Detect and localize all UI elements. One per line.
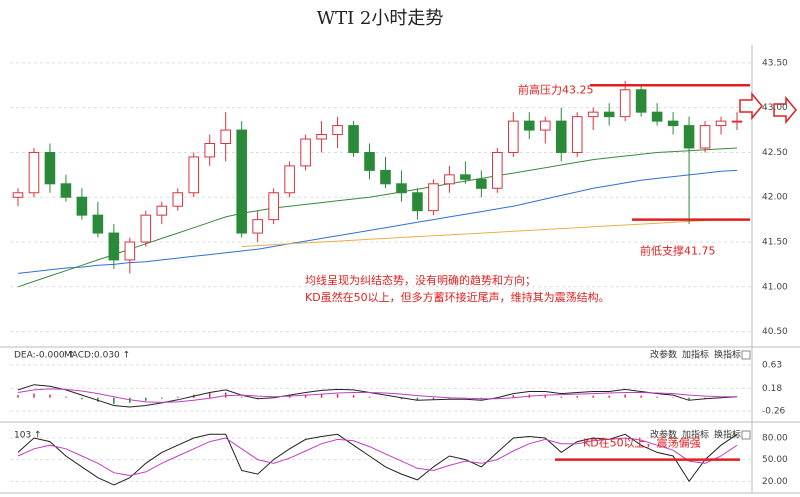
candle-body [603, 111, 615, 118]
panel-control[interactable]: 加指标 [682, 349, 709, 361]
candle-body [300, 138, 311, 167]
candle-body [492, 151, 503, 189]
panel-header: DEA:-0.000 ↑ [14, 351, 75, 361]
candle-body [444, 174, 455, 185]
candle-body [476, 178, 487, 189]
candle-body [108, 232, 120, 261]
candle-body [524, 120, 535, 131]
y-tick-label: 43.00 [762, 103, 788, 113]
panel-control[interactable]: 改参数 [650, 429, 677, 441]
candle-body [428, 183, 439, 212]
y-tick-label: 41.50 [762, 238, 788, 248]
candle-body [332, 125, 343, 136]
candle-body [172, 192, 184, 207]
candle-body [715, 120, 727, 127]
y-tick-label: 42.50 [762, 148, 788, 158]
candle-body [188, 156, 200, 194]
candle-body [380, 169, 391, 185]
chart-title: WTI 2小时走势 [317, 8, 444, 29]
candle-body [268, 192, 279, 221]
panel-control[interactable]: 改参数 [650, 349, 677, 361]
candle-body [539, 120, 551, 131]
candle-body [140, 214, 152, 243]
candle-body [396, 183, 407, 194]
panel-control[interactable]: 换指标 [714, 349, 741, 361]
candle-body [28, 151, 40, 194]
annotation: 前高压力43.25 [518, 82, 594, 96]
indicator-line [17, 433, 738, 486]
arrow-icon [739, 91, 763, 121]
candle-body [348, 125, 359, 153]
indicator-line [17, 437, 738, 477]
candle-body [683, 125, 695, 149]
candle-body [731, 120, 743, 123]
candle-body [12, 192, 24, 198]
candle-body [555, 120, 567, 153]
candle-body [252, 219, 263, 234]
candle-body [220, 129, 231, 145]
y-tick-label: 43.50 [762, 58, 788, 68]
panel-control[interactable]: 换指标 [714, 429, 741, 441]
candle-body [44, 151, 56, 185]
panel-header: 103 ↑ [14, 431, 42, 441]
close-button[interactable] [741, 350, 751, 360]
candle-body [204, 143, 216, 158]
annotation: 前低支撑41.75 [640, 244, 716, 258]
candle-body [316, 134, 327, 140]
candle-body [236, 129, 247, 234]
candle-body [76, 196, 88, 216]
close-button[interactable] [741, 430, 751, 440]
candle-body [571, 116, 583, 153]
y-tick-label: 40.50 [762, 327, 788, 337]
y-tick-label: 0.63 [762, 361, 782, 371]
candle-body [60, 183, 72, 198]
y-tick-label: 41.00 [762, 282, 788, 292]
y-tick-label: -0.26 [762, 407, 786, 417]
candle-body [364, 151, 375, 171]
candle-body [284, 165, 295, 194]
indicator-line [17, 384, 738, 408]
annotation-note: KD虽然在50以上，但多方蓄环接近尾声，维持其为震荡结构。 [305, 290, 610, 304]
panel-header: MACD:0.030 ↑ [64, 351, 130, 361]
candle-body [92, 214, 104, 234]
y-tick-label: 80.00 [762, 433, 788, 443]
candle-body [156, 205, 168, 216]
indicator-line [17, 169, 738, 274]
panel-control[interactable]: 加指标 [682, 429, 709, 441]
candle-body [635, 89, 647, 113]
indicator-line [241, 218, 738, 247]
candle-body [699, 125, 711, 149]
candle-body [619, 89, 631, 118]
y-tick-label: 0.18 [762, 384, 782, 394]
candle-body [124, 241, 136, 261]
indicator-line [17, 147, 738, 288]
annotation-note: 均线呈现为纠结态势，没有明确的趋势和方向； [305, 273, 536, 287]
indicator-line [17, 388, 737, 403]
candle-body [508, 120, 519, 153]
candle-body [587, 111, 599, 118]
y-tick-label: 42.00 [762, 193, 788, 203]
arrow-icon [773, 95, 797, 125]
annotation: KD在50以上，震荡偏强 [583, 436, 701, 450]
y-tick-label: 50.00 [762, 455, 788, 465]
candle-body [460, 174, 471, 180]
candle-body [651, 111, 663, 122]
y-tick-label: 20.00 [762, 477, 788, 487]
candle-body [412, 192, 423, 212]
candle-body [667, 120, 679, 127]
